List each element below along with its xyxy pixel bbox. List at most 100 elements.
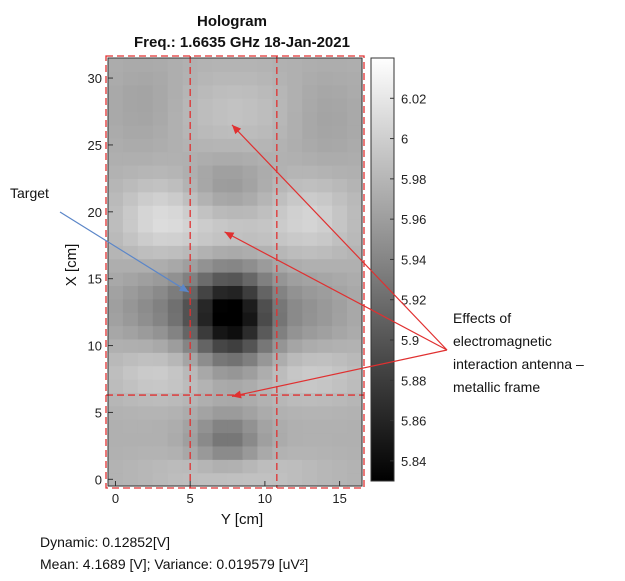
heatmap-cell xyxy=(287,272,303,286)
heatmap-cell xyxy=(152,285,169,300)
heatmap-cell xyxy=(197,138,214,153)
heatmap-cell xyxy=(317,419,333,434)
heatmap-cell xyxy=(287,312,303,327)
effects-annotation-line-4: metallic frame xyxy=(453,379,540,395)
heatmap-cell xyxy=(197,71,214,86)
heatmap-cell xyxy=(182,111,199,126)
heatmap-cell xyxy=(108,472,124,487)
heatmap-cell xyxy=(242,191,259,206)
heatmap-cell xyxy=(347,272,363,286)
heatmap-cell xyxy=(272,124,288,139)
heatmap-cell xyxy=(317,205,333,220)
heatmap-cell xyxy=(197,151,214,166)
heatmap-cell xyxy=(227,298,244,313)
heatmap-cell xyxy=(347,405,363,420)
heatmap-cell xyxy=(137,405,154,420)
colorbar-tick-label: 5.96 xyxy=(401,212,426,227)
heatmap-cell xyxy=(302,325,318,340)
heatmap-cell xyxy=(137,325,154,340)
heatmap-cell xyxy=(257,205,273,220)
heatmap-cell xyxy=(257,178,273,193)
heatmap-cell xyxy=(227,205,244,220)
heatmap-cell xyxy=(302,365,318,380)
heatmap-cell xyxy=(137,472,154,487)
heatmap-cell xyxy=(182,58,199,72)
y-tick-label: 15 xyxy=(88,272,102,287)
heatmap-cell xyxy=(287,459,303,474)
heatmap-cell xyxy=(182,245,199,260)
chart-title: Hologram xyxy=(197,13,267,30)
heatmap-cell xyxy=(347,392,363,407)
heatmap-cell xyxy=(227,312,244,327)
heatmap-cell xyxy=(227,379,244,393)
heatmap-cell xyxy=(227,151,244,166)
target-arrow xyxy=(59,211,189,293)
heatmap-cell xyxy=(152,124,169,139)
heatmap-cell xyxy=(167,178,184,193)
x-tick-label: 5 xyxy=(187,491,194,506)
heatmap-cell xyxy=(167,379,184,393)
heatmap-cell xyxy=(212,178,229,193)
heatmap-cell xyxy=(257,191,273,206)
heatmap-cell xyxy=(212,419,229,434)
heatmap-cell xyxy=(242,231,259,246)
heatmap-cell xyxy=(197,472,214,487)
heatmap-cell xyxy=(302,285,318,300)
heatmap-cell xyxy=(122,445,139,460)
heatmap-cell xyxy=(212,459,229,474)
heatmap-cell xyxy=(317,325,333,340)
footer-mean-variance: Mean: 4.1689 [V]; Variance: 0.019579 [uV… xyxy=(40,556,309,572)
heatmap-cell xyxy=(152,258,169,273)
heatmap-cell xyxy=(347,218,363,233)
heatmap-cell xyxy=(287,365,303,380)
heatmap-cell xyxy=(212,325,229,340)
heatmap-cell xyxy=(197,298,214,313)
heatmap-cell xyxy=(137,285,154,300)
y-tick-label: 5 xyxy=(95,405,102,420)
heatmap-cell xyxy=(122,138,139,153)
heatmap-cell xyxy=(242,472,259,487)
heatmap-cell xyxy=(272,151,288,166)
colorbar-tick-label: 5.94 xyxy=(401,252,426,267)
heatmap-cell xyxy=(347,258,363,273)
heatmap-cell xyxy=(272,231,288,246)
heatmap-cell xyxy=(137,419,154,434)
colorbar-tick-label: 5.9 xyxy=(401,333,419,348)
y-tick-label: 0 xyxy=(95,472,102,487)
heatmap-cell xyxy=(212,445,229,460)
heatmap-cell xyxy=(197,432,214,447)
heatmap-cell xyxy=(122,432,139,447)
heatmap-cell xyxy=(317,191,333,206)
heatmap-cell xyxy=(242,218,259,233)
heatmap-cell xyxy=(332,459,348,474)
heatmap-cell xyxy=(137,432,154,447)
heatmap-cell xyxy=(197,205,214,220)
heatmap-cell xyxy=(227,258,244,273)
heatmap-cell xyxy=(347,205,363,220)
heatmap-cell xyxy=(212,191,229,206)
plot-frame xyxy=(107,57,363,487)
heatmap-cell xyxy=(167,272,184,286)
heatmap-cell xyxy=(152,231,169,246)
heatmap-cell xyxy=(122,325,139,340)
heatmap-cell xyxy=(108,272,124,286)
heatmap-cell xyxy=(167,84,184,99)
heatmap-cell xyxy=(257,312,273,327)
heatmap-cell xyxy=(242,325,259,340)
heatmap-cell xyxy=(212,111,229,126)
heatmap-cell xyxy=(332,191,348,206)
heatmap-cells xyxy=(108,58,363,487)
heatmap-cell xyxy=(302,298,318,313)
heatmap-cell xyxy=(317,178,333,193)
heatmap-cell xyxy=(257,392,273,407)
heatmap-cell xyxy=(317,231,333,246)
heatmap-cell xyxy=(287,285,303,300)
heatmap-cell xyxy=(287,165,303,179)
heatmap-cell xyxy=(227,285,244,300)
heatmap-cell xyxy=(108,138,124,153)
heatmap-cell xyxy=(167,58,184,72)
heatmap-cell xyxy=(212,84,229,99)
heatmap-cell xyxy=(122,272,139,286)
y-tick-label: 25 xyxy=(88,138,102,153)
